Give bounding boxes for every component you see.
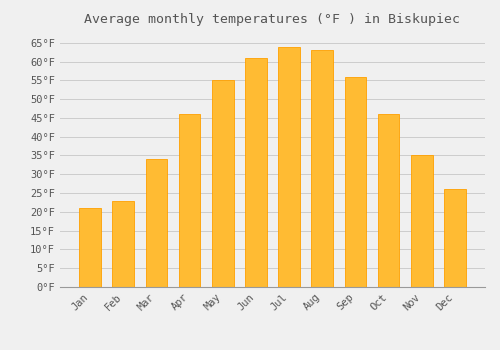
Bar <box>112 201 134 287</box>
Bar <box>245 58 266 287</box>
Bar <box>312 50 333 287</box>
Bar <box>378 114 400 287</box>
Bar <box>444 189 466 287</box>
Bar <box>278 47 300 287</box>
Bar <box>212 80 234 287</box>
Bar <box>344 77 366 287</box>
Bar <box>146 159 167 287</box>
Title: Average monthly temperatures (°F ) in Biskupiec: Average monthly temperatures (°F ) in Bi… <box>84 13 460 26</box>
Bar <box>411 155 432 287</box>
Bar <box>179 114 201 287</box>
Bar <box>80 208 101 287</box>
